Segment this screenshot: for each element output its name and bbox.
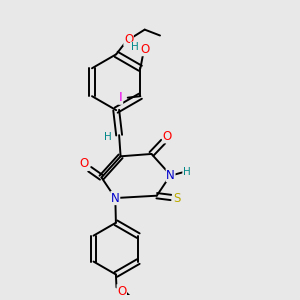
- Text: O: O: [162, 130, 172, 143]
- Text: O: O: [124, 32, 133, 46]
- Text: O: O: [79, 158, 88, 170]
- Text: H: H: [183, 167, 190, 177]
- Text: N: N: [166, 169, 175, 182]
- Text: O: O: [140, 43, 149, 56]
- Text: H: H: [104, 132, 112, 142]
- Text: H: H: [130, 42, 138, 52]
- Text: I: I: [119, 91, 123, 104]
- Text: N: N: [111, 191, 120, 205]
- Text: O: O: [117, 285, 126, 298]
- Text: S: S: [173, 191, 180, 205]
